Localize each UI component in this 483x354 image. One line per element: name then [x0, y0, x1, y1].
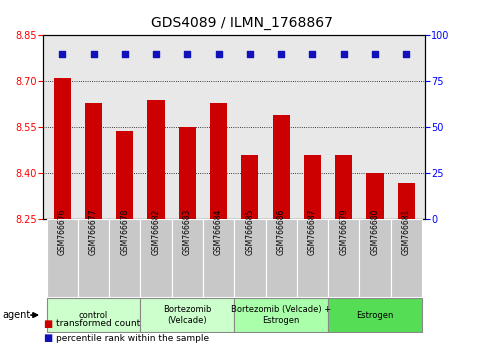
Text: GSM766685: GSM766685 [245, 208, 255, 255]
Text: GSM766678: GSM766678 [120, 208, 129, 255]
Point [402, 51, 410, 57]
Bar [116, 131, 133, 219]
Bar [391, 219, 422, 297]
Bar [398, 183, 415, 219]
Bar [367, 173, 384, 219]
Bar [328, 298, 422, 332]
Bar [78, 219, 109, 297]
Point [58, 51, 66, 57]
Text: ■: ■ [43, 319, 53, 329]
Bar [46, 219, 78, 297]
Text: GSM766684: GSM766684 [214, 208, 223, 255]
Text: GSM766681: GSM766681 [402, 208, 411, 255]
Text: GSM766676: GSM766676 [58, 208, 67, 255]
Point [121, 51, 128, 57]
Text: Bortezomib
(Velcade): Bortezomib (Velcade) [163, 306, 212, 325]
Text: Estrogen: Estrogen [356, 310, 394, 320]
Point [90, 51, 98, 57]
Bar [141, 298, 234, 332]
Text: agent: agent [2, 310, 30, 320]
Bar [234, 298, 328, 332]
Text: transformed count: transformed count [56, 319, 140, 329]
Text: percentile rank within the sample: percentile rank within the sample [56, 333, 209, 343]
Bar [141, 219, 171, 297]
Bar [242, 155, 258, 219]
Bar [297, 219, 328, 297]
Text: ■: ■ [43, 333, 53, 343]
Bar [359, 219, 391, 297]
Text: GSM766682: GSM766682 [152, 208, 160, 255]
Point [371, 51, 379, 57]
Bar [266, 219, 297, 297]
Text: GDS4089 / ILMN_1768867: GDS4089 / ILMN_1768867 [151, 16, 332, 30]
Bar [179, 127, 196, 219]
Point [309, 51, 316, 57]
Text: GSM766683: GSM766683 [183, 208, 192, 255]
Text: Bortezomib (Velcade) +
Estrogen: Bortezomib (Velcade) + Estrogen [231, 306, 331, 325]
Text: control: control [79, 310, 108, 320]
Text: GSM766687: GSM766687 [308, 208, 317, 255]
Bar [304, 155, 321, 219]
Text: GSM766686: GSM766686 [277, 208, 285, 255]
Text: GSM766679: GSM766679 [339, 208, 348, 255]
Point [277, 51, 285, 57]
Bar [328, 219, 359, 297]
Bar [210, 103, 227, 219]
Text: GSM766677: GSM766677 [89, 208, 98, 255]
Point [340, 51, 348, 57]
Bar [171, 219, 203, 297]
Bar [335, 155, 352, 219]
Point [215, 51, 223, 57]
Point [152, 51, 160, 57]
Bar [85, 103, 102, 219]
Bar [147, 100, 165, 219]
Bar [109, 219, 141, 297]
Text: GSM766680: GSM766680 [370, 208, 380, 255]
Point [246, 51, 254, 57]
Bar [272, 115, 290, 219]
Point [184, 51, 191, 57]
Bar [46, 298, 141, 332]
Bar [234, 219, 266, 297]
Bar [203, 219, 234, 297]
Bar [54, 78, 71, 219]
